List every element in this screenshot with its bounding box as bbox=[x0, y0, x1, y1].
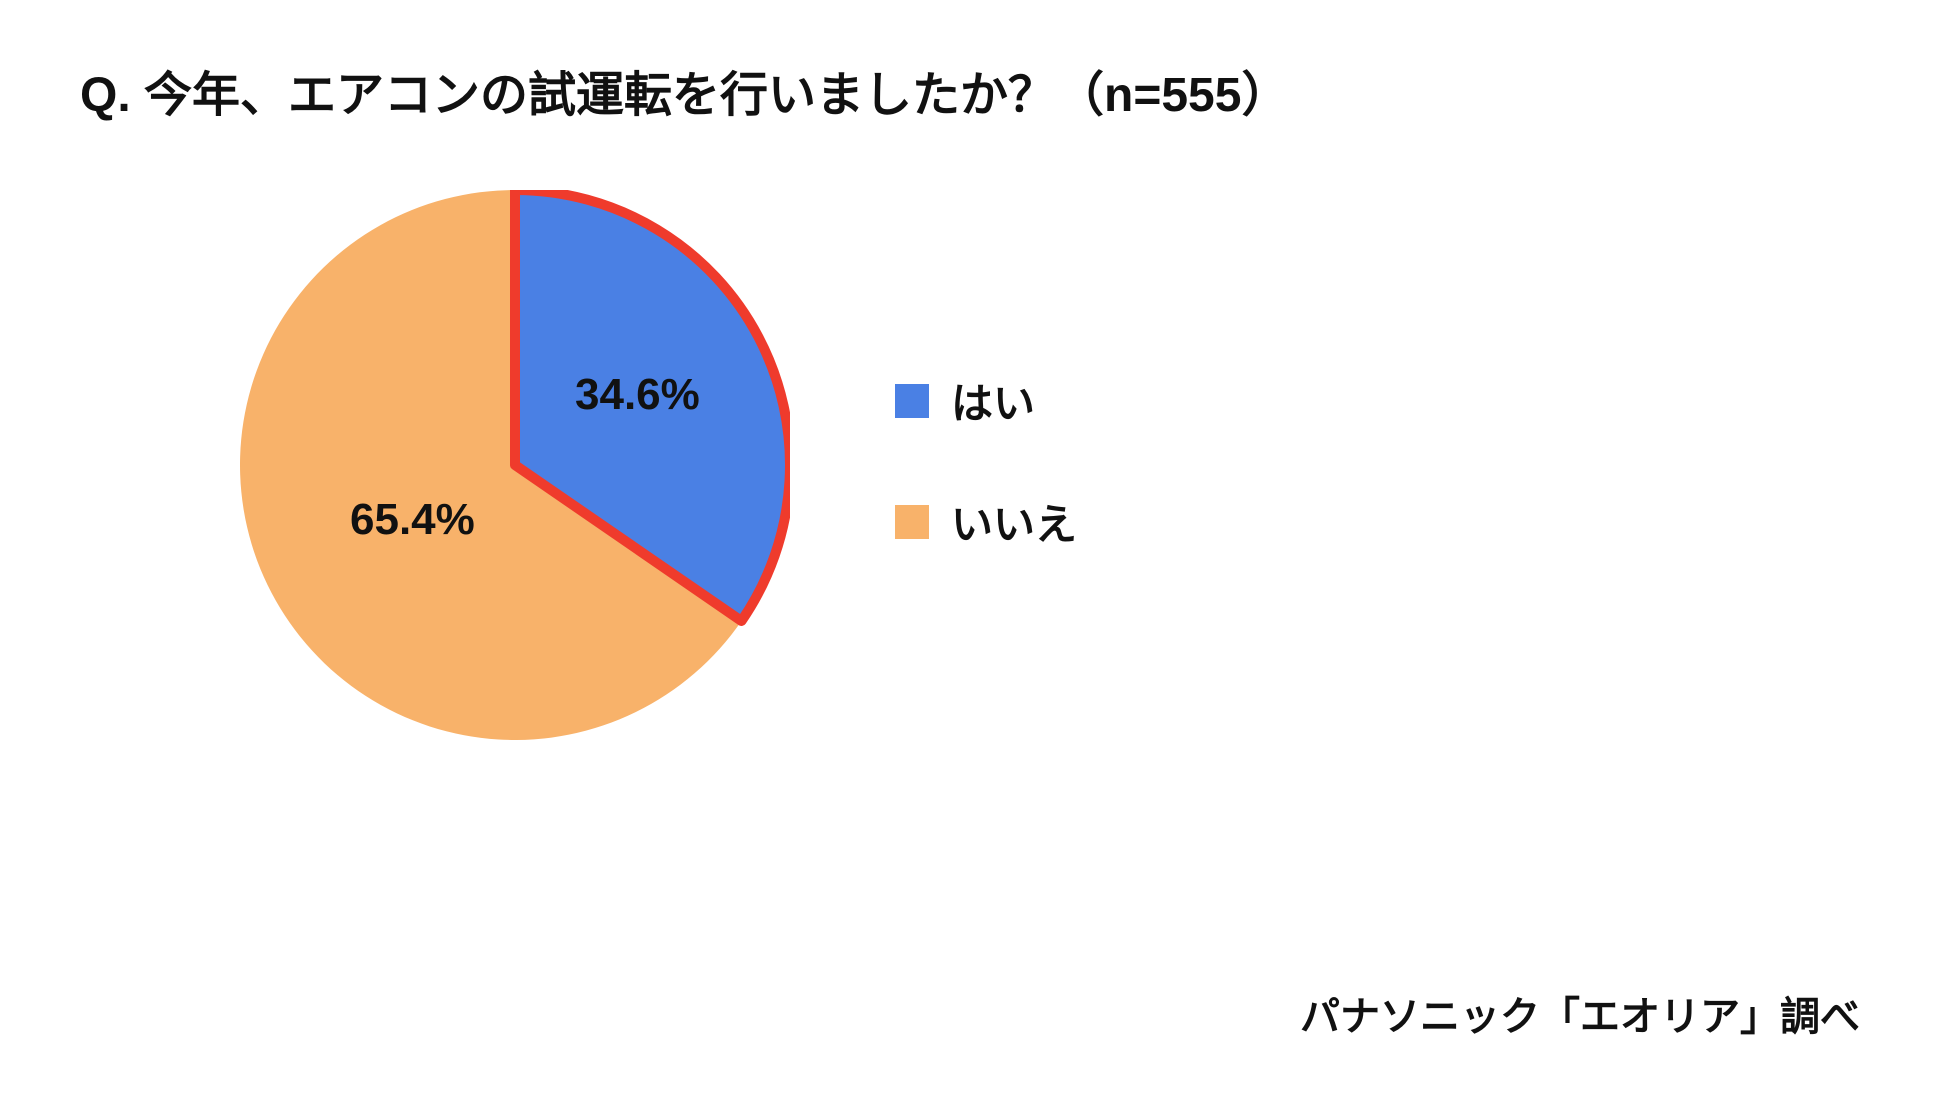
slice-label-no: 65.4% bbox=[350, 495, 475, 545]
legend-label-no: いいえ bbox=[951, 491, 1077, 552]
legend-swatch-yes bbox=[895, 384, 929, 418]
legend-label-yes: はい bbox=[951, 370, 1035, 431]
legend-item-yes: はい bbox=[895, 370, 1077, 431]
slice-label-yes: 34.6% bbox=[575, 370, 700, 420]
legend: はい いいえ bbox=[895, 370, 1077, 612]
source-credit: パナソニック「エオリア」調べ bbox=[1300, 984, 1860, 1042]
pie-chart bbox=[240, 190, 790, 740]
legend-item-no: いいえ bbox=[895, 491, 1077, 552]
chart-title: Q. 今年、エアコンの試運転を行いましたか？（n=555） bbox=[80, 55, 1289, 125]
legend-swatch-no bbox=[895, 505, 929, 539]
